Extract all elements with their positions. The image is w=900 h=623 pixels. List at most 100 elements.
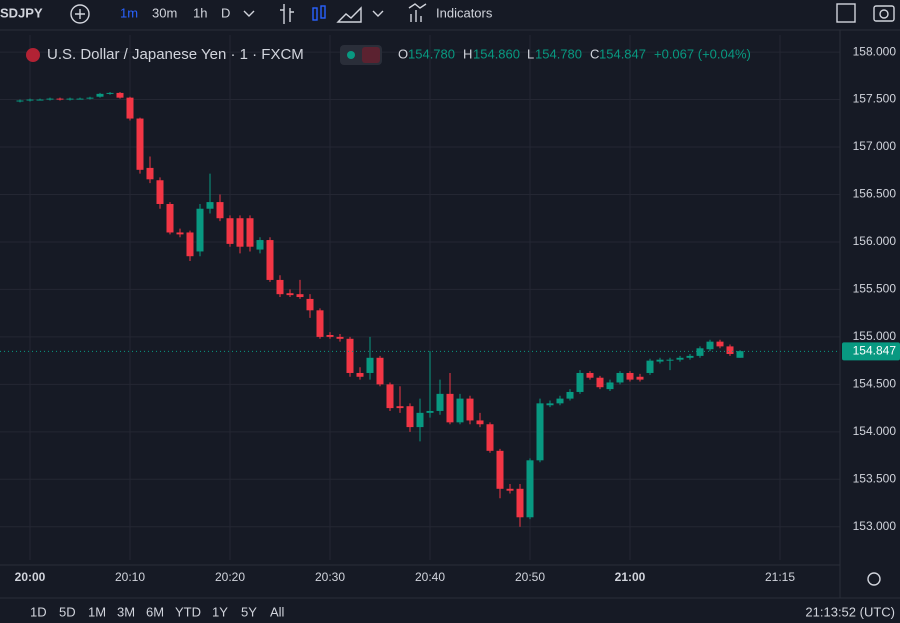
range-button[interactable]: 1D: [30, 604, 47, 619]
candle-body: [646, 360, 654, 373]
candle-body: [76, 98, 84, 100]
candle-body: [16, 100, 24, 102]
candle-body: [266, 240, 274, 280]
candle-body: [106, 92, 114, 94]
candle-body: [696, 348, 704, 356]
candle-body: [46, 98, 54, 100]
area-icon[interactable]: [336, 6, 362, 23]
candle-body: [506, 488, 514, 491]
candle-body: [616, 372, 624, 383]
candle-body: [476, 420, 484, 425]
interval[interactable]: 1m: [120, 5, 138, 20]
add-icon: [75, 9, 85, 19]
candles-icon[interactable]: [312, 7, 318, 21]
interval[interactable]: D: [221, 5, 230, 20]
interval[interactable]: 30m: [152, 5, 177, 20]
range-button[interactable]: All: [270, 604, 285, 619]
candle-body: [346, 338, 354, 373]
settings[interactable]: [867, 572, 881, 586]
candle-body: [286, 293, 294, 296]
candle-body: [636, 376, 644, 380]
range-button[interactable]: 5Y: [241, 604, 257, 619]
x-tick-label: 20:30: [315, 570, 345, 584]
candle-body: [536, 403, 544, 461]
candle-body: [386, 384, 394, 409]
snapshot-lens: [879, 9, 889, 19]
indicators[interactable]: Indicators: [436, 5, 493, 20]
status-dot: [347, 51, 355, 59]
candle-body: [626, 372, 634, 380]
snapshot[interactable]: [873, 5, 895, 22]
candles-icon: [320, 5, 326, 19]
candle-body: [716, 341, 724, 347]
candle-body: [166, 203, 174, 233]
candle-body: [676, 357, 684, 360]
dropdown[interactable]: [243, 10, 255, 17]
legend-value: 154.780: [535, 46, 582, 61]
candle-body: [186, 232, 194, 257]
candle-body: [116, 92, 124, 98]
legend-key: C: [590, 46, 599, 61]
candle-body: [576, 372, 584, 392]
x-tick-label: 20:10: [115, 570, 145, 584]
range-button[interactable]: 1Y: [212, 604, 228, 619]
candle-body: [256, 240, 264, 250]
candle-body: [326, 335, 334, 337]
legend-value: 154.860: [473, 46, 520, 61]
x-tick-label: 20:50: [515, 570, 545, 584]
legend-change: +0.067 (+0.04%): [654, 46, 751, 61]
bars-icon[interactable]: [280, 4, 294, 24]
range-button[interactable]: YTD: [175, 604, 201, 619]
range-button[interactable]: 5D: [59, 604, 76, 619]
candle-body: [466, 398, 474, 421]
candle-body: [206, 202, 214, 209]
candle-body: [26, 99, 34, 101]
candle-body: [376, 357, 384, 385]
candle-body: [96, 93, 104, 97]
candle-body: [556, 398, 564, 404]
x-tick-label: 21:15: [765, 570, 795, 584]
candle-body: [176, 232, 184, 235]
range-bar: 1D 5D 1M 3M 6M YTD 1Y 5Y All: [30, 604, 285, 619]
y-tick-label: 153.500: [853, 471, 897, 485]
range-button[interactable]: 3M: [117, 604, 135, 619]
x-tick-label: 20:20: [215, 570, 245, 584]
candle-body: [336, 336, 344, 339]
candle-body: [456, 398, 464, 423]
candle-body: [126, 97, 134, 119]
range-button[interactable]: 1M: [88, 604, 106, 619]
dropdown[interactable]: [372, 10, 384, 17]
legend-value: 154.780: [408, 46, 455, 61]
candle-body: [416, 412, 424, 428]
candle-body: [66, 98, 74, 100]
last-price-tag: [842, 342, 900, 361]
interval[interactable]: 1h: [193, 5, 207, 20]
candle-body: [516, 488, 524, 518]
toolbar: [0, 0, 900, 30]
candle-body: [356, 372, 364, 377]
x-tick-label: 21:00: [615, 570, 646, 584]
candle-body: [316, 310, 324, 337]
legend-value: 154.847: [599, 46, 646, 61]
candle-body: [496, 450, 504, 489]
y-tick-label: 153.000: [853, 519, 897, 533]
last-price-label: 154.847: [853, 344, 897, 358]
candle-body: [276, 279, 284, 295]
clock: 21:13:52 (UTC): [805, 604, 895, 619]
candle-body: [86, 97, 94, 99]
y-tick-label: 156.500: [853, 187, 897, 201]
add-symbol[interactable]: [70, 4, 90, 24]
candle-body: [586, 372, 594, 378]
candle-body: [156, 180, 164, 204]
candle-body: [406, 406, 414, 428]
candle-body: [196, 208, 204, 252]
range-button[interactable]: 6M: [146, 604, 164, 619]
fullscreen[interactable]: [836, 3, 856, 23]
indicators-icon: [408, 3, 427, 22]
y-tick-label: 155.000: [853, 329, 897, 343]
symbol[interactable]: SDJPY: [0, 5, 43, 20]
candle-body: [446, 393, 454, 423]
